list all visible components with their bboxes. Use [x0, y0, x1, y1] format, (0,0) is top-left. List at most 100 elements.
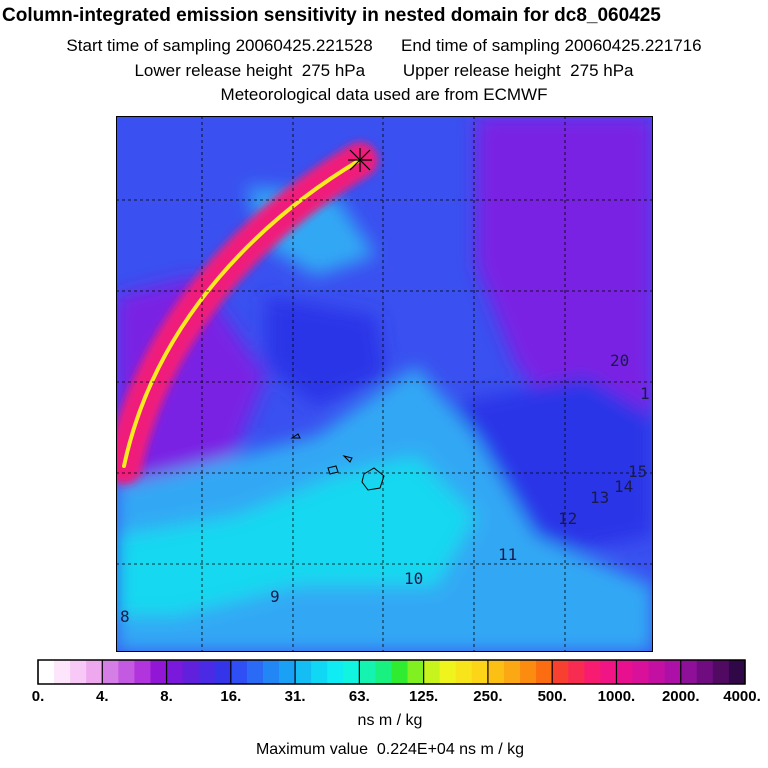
contour-label: 10: [404, 569, 423, 588]
colorbar-swatch: [439, 660, 457, 684]
contour-label: 12: [558, 509, 577, 528]
colorbar-swatch: [455, 660, 473, 684]
contour-label: 13: [590, 488, 609, 507]
plume-peak: [122, 158, 362, 468]
colorbar-tick-label: 2000.: [661, 688, 700, 705]
colorbar-swatch: [680, 660, 698, 684]
contour-label: 8: [120, 607, 130, 626]
colorbar-swatch: [471, 660, 489, 684]
colorbar-tick-label: 4000.: [723, 688, 761, 705]
coastlines: [290, 433, 385, 491]
colorbar-swatch: [311, 660, 328, 684]
colorbar-swatch: [118, 660, 135, 684]
colorbar-swatch: [343, 660, 360, 684]
sampling-times: Start time of sampling 20060425.221528 E…: [0, 35, 768, 57]
lat-lon-grid: [116, 116, 653, 652]
end-time-value: 20060425.221716: [564, 36, 702, 55]
colorbar-swatch: [86, 660, 103, 684]
colorbar-swatch: [359, 660, 376, 684]
island-large: [361, 467, 385, 491]
colorbar-tick-label: 16.: [220, 688, 242, 705]
colorbar-tick-label: 125.: [409, 688, 439, 705]
colorbar-swatch: [600, 660, 617, 684]
island-small-3: [290, 433, 301, 439]
cyan-band: [116, 456, 476, 616]
colorbar-swatch: [407, 660, 425, 684]
map-panel: 8 9 10 11 12 13 14 15 1 20: [116, 116, 653, 652]
colorbar-tick-label: 63.: [348, 688, 370, 705]
end-time-label: End time of sampling: [401, 36, 560, 55]
colorbar-swatch: [279, 660, 296, 684]
island-small-1: [327, 465, 339, 475]
colorbar-outline: [37, 659, 746, 685]
purple-region: [476, 116, 653, 446]
purple-region-west: [116, 276, 266, 486]
colorbar-swatch: [632, 660, 650, 684]
upper-height-label: Upper release height: [402, 61, 561, 80]
colorbar-tick-label: 0.: [31, 688, 45, 705]
maximum-value-number: 0.224E+04 ns m / kg: [376, 741, 525, 758]
colorbar-swatch: [198, 660, 216, 684]
colorbar-swatch: [102, 660, 119, 684]
colorbar-swatch: [423, 660, 441, 684]
release-point-marker: [348, 148, 372, 172]
upper-height-value: 275 hPa: [570, 61, 634, 80]
colorbar-swatch: [584, 660, 601, 684]
colorbar: [37, 659, 746, 685]
colorbar-tick-label: 500.: [537, 688, 567, 705]
start-time-label: Start time of sampling: [66, 36, 231, 55]
contour-label: 9: [270, 587, 280, 606]
colorbar-swatch: [503, 660, 521, 684]
lower-height-value: 275 hPa: [301, 61, 366, 80]
colorbar-swatch: [696, 660, 714, 684]
colorbar-swatch: [375, 660, 392, 684]
lower-height-label: Lower release height: [134, 61, 293, 80]
contour-label: 15: [628, 462, 647, 481]
colorbar-swatch: [70, 660, 87, 684]
colorbar-swatch: [552, 660, 569, 684]
release-heights: Lower release height 275 hPa Upper relea…: [0, 60, 768, 82]
contour-label: 1: [640, 384, 650, 403]
colorbar-units: ns m / kg: [357, 712, 423, 729]
colorbar-tick-label: 1000.: [597, 688, 636, 705]
colorbar-swatch: [246, 660, 264, 684]
colorbar-swatch: [134, 660, 151, 684]
colorbar-swatch: [616, 660, 634, 684]
colorbar-swatch: [520, 660, 537, 684]
colorbar-swatch: [536, 660, 553, 684]
island-small-2: [342, 455, 353, 463]
colorbar-swatch: [664, 660, 682, 684]
contour-label: 14: [614, 477, 633, 496]
colorbar-swatch: [54, 660, 71, 684]
colorbar-tick-label: 4.: [96, 688, 109, 705]
colorbar-swatch: [648, 660, 666, 684]
colorbar-swatch: [214, 660, 232, 684]
contour-label: 20: [610, 351, 629, 370]
colorbar-swatch: [712, 660, 730, 684]
met-data-note: Meteorological data used are from ECMWF: [220, 85, 548, 104]
contour-label: 11: [498, 545, 517, 564]
colorbar-swatch: [295, 660, 312, 684]
colorbar-swatch: [262, 660, 280, 684]
colorbar-swatch: [182, 660, 200, 684]
colorbar-swatch: [150, 660, 168, 684]
colorbar-swatch: [391, 660, 409, 684]
maximum-value-label: Maximum value: [255, 741, 368, 758]
map-title: Column-integrated emission sensitivity i…: [2, 5, 661, 26]
colorbar-swatch: [166, 660, 184, 684]
colorbar-swatch: [230, 660, 248, 684]
colorbar-swatch: [728, 660, 746, 684]
colorbar-swatch: [38, 660, 55, 684]
colorbar-swatch: [327, 660, 344, 684]
start-time-value: 20060425.221528: [235, 36, 373, 55]
colorbar-swatch: [487, 660, 505, 684]
map-border: [116, 116, 653, 652]
colorbar-tick-label: 31.: [284, 688, 306, 705]
deep-blue-region: [266, 296, 386, 406]
colorbar-swatch: [568, 660, 585, 684]
colorbar-tick-label: 8.: [160, 688, 173, 705]
maximum-value: Maximum value 0.224E+04 ns m / kg: [0, 741, 768, 759]
colorbar-tick-label: 250.: [473, 688, 503, 705]
